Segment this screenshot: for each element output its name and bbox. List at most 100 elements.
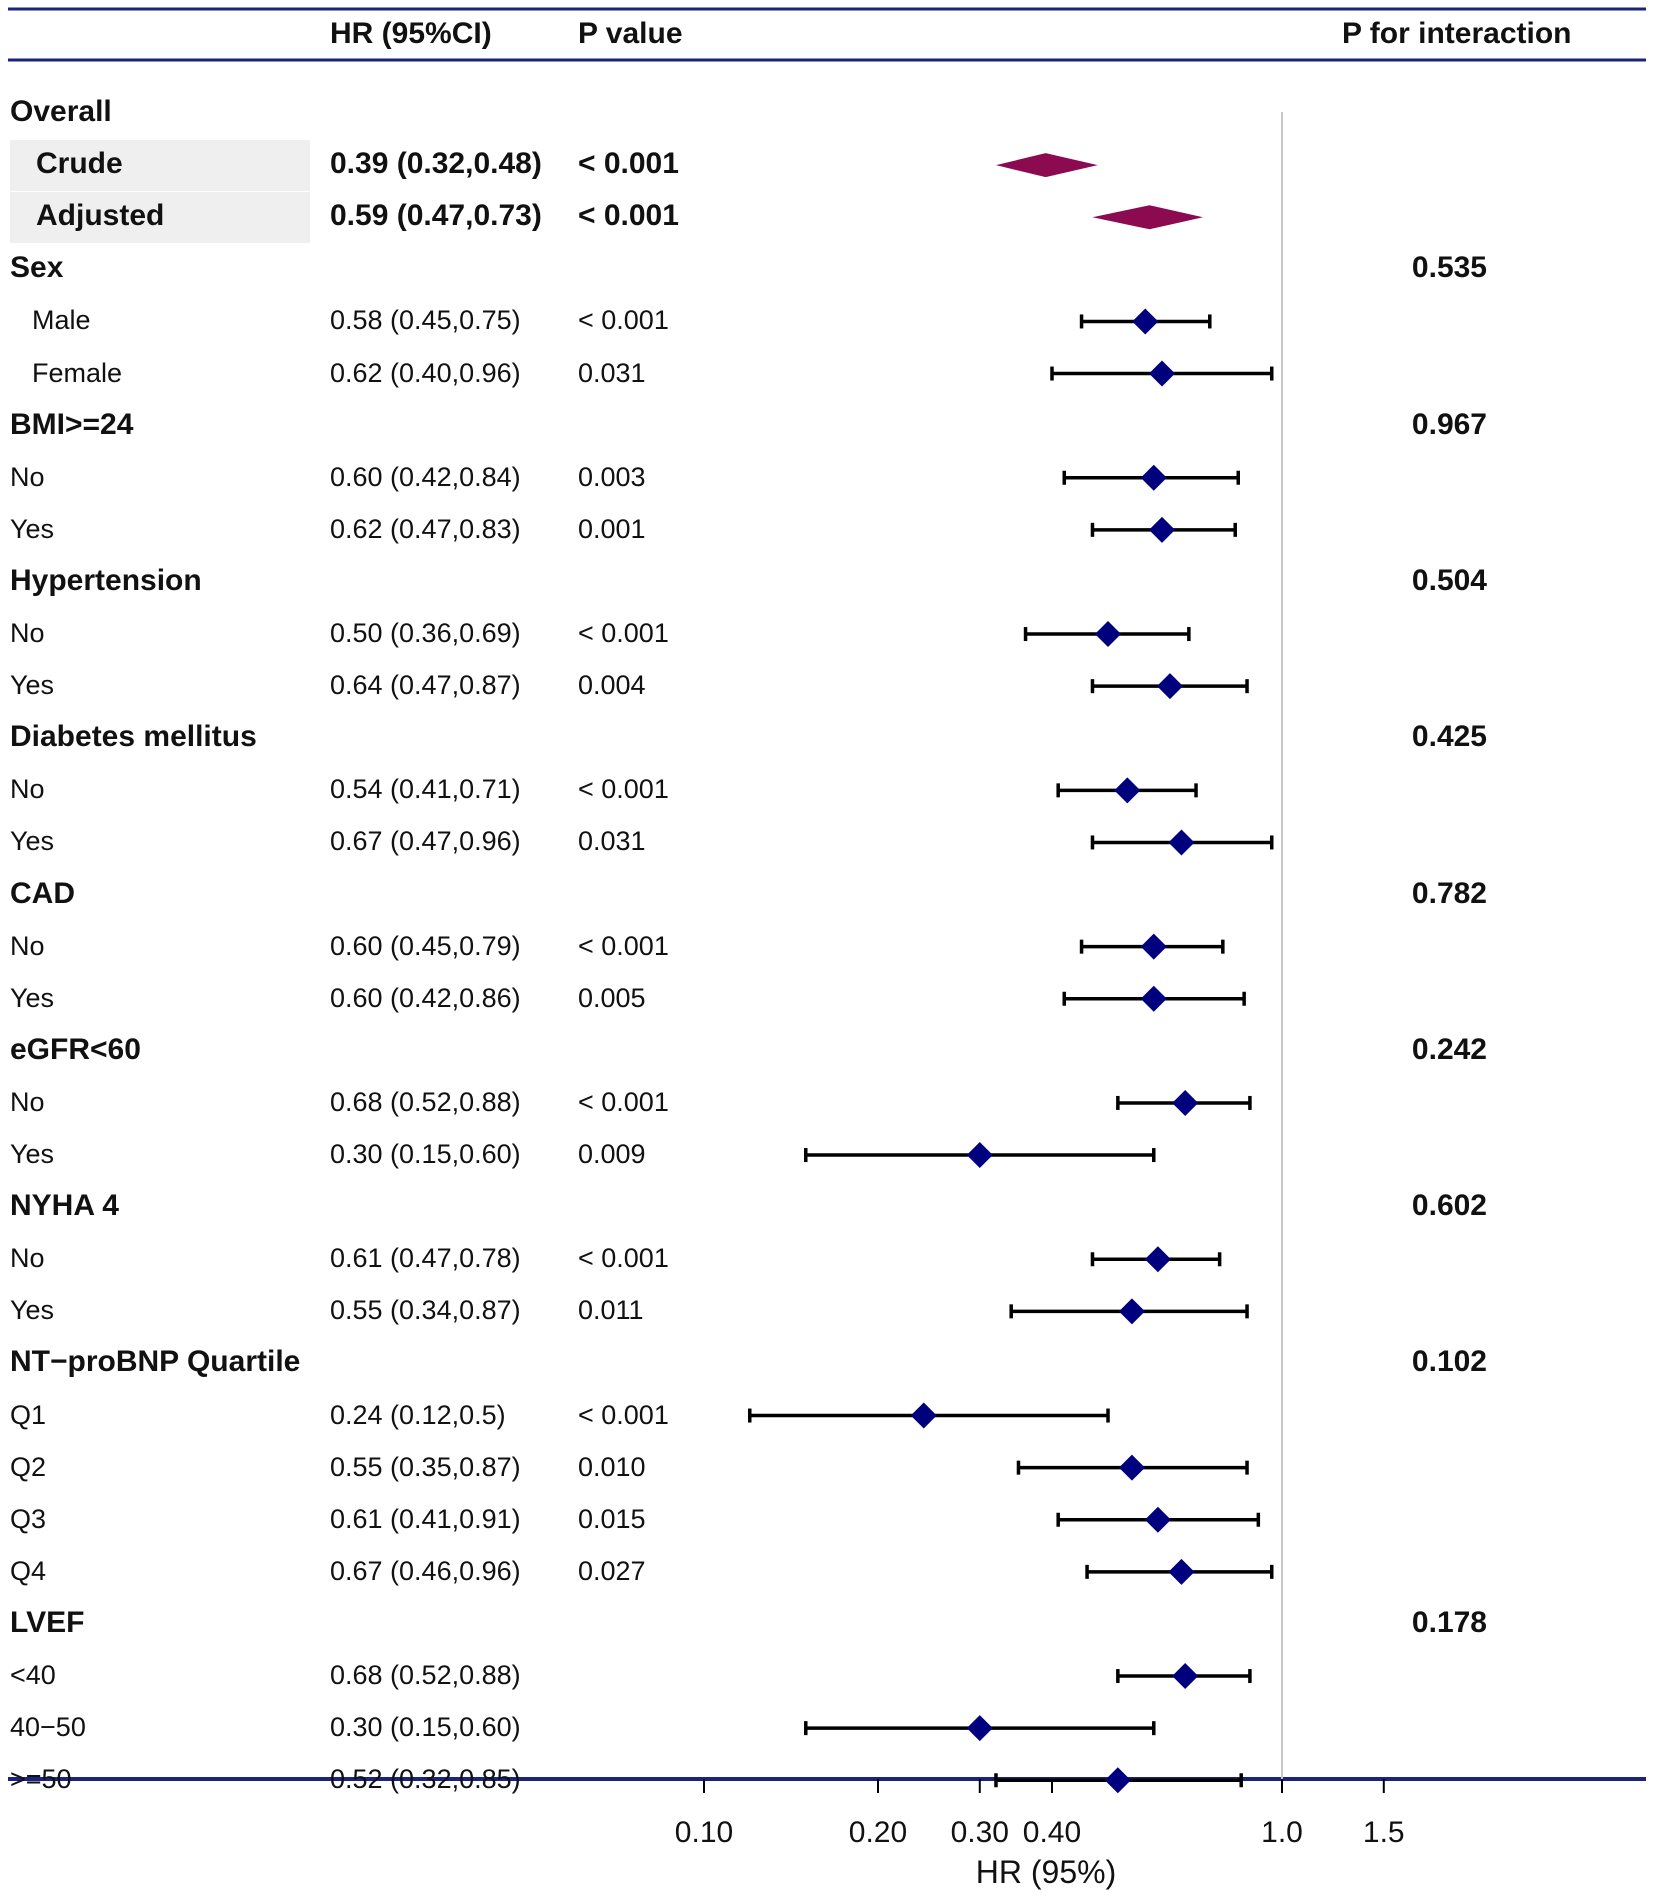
row-label: Female bbox=[32, 357, 123, 388]
p-value-text: < 0.001 bbox=[578, 1243, 669, 1274]
row-label: Yes bbox=[10, 982, 55, 1013]
hr-point-marker bbox=[1114, 777, 1141, 804]
p-interaction-value: 0.782 bbox=[1411, 876, 1487, 910]
row-shade bbox=[10, 140, 310, 192]
header-hr: HR (95%CI) bbox=[330, 17, 492, 50]
p-interaction-value: 0.967 bbox=[1411, 407, 1487, 441]
p-value-text: < 0.001 bbox=[578, 930, 669, 961]
hr-point-marker bbox=[1140, 933, 1167, 960]
row-label: <40 bbox=[10, 1660, 56, 1691]
row-label: No bbox=[10, 1243, 45, 1274]
hr-ci-text: 0.59 (0.47,0.73) bbox=[330, 199, 542, 233]
p-value-text: 0.015 bbox=[578, 1503, 646, 1534]
row-label: Yes bbox=[10, 513, 55, 544]
p-value-text: < 0.001 bbox=[578, 305, 669, 336]
hr-point-marker bbox=[910, 1402, 937, 1429]
group-label: Diabetes mellitus bbox=[10, 720, 257, 754]
hr-point-marker bbox=[966, 1142, 993, 1169]
hr-point-marker bbox=[1149, 360, 1176, 387]
group-label: NT−proBNP Quartile bbox=[10, 1345, 301, 1379]
row-label: Yes bbox=[10, 1139, 55, 1170]
p-value-text: 0.009 bbox=[578, 1139, 646, 1170]
hr-ci-text: 0.62 (0.40,0.96) bbox=[330, 357, 521, 388]
p-value-text: 0.005 bbox=[578, 982, 646, 1013]
header-p: P value bbox=[578, 17, 683, 50]
row-label: No bbox=[10, 1086, 45, 1117]
hr-ci-text: 0.67 (0.47,0.96) bbox=[330, 826, 521, 857]
group-label: BMI>=24 bbox=[10, 407, 134, 441]
hr-point-marker bbox=[1168, 1558, 1195, 1585]
hr-point-marker bbox=[1172, 1089, 1199, 1116]
group-label: Sex bbox=[10, 251, 64, 285]
row-label: Yes bbox=[10, 670, 55, 701]
x-axis-title: HR (95%) bbox=[975, 1854, 1117, 1890]
hr-point-marker bbox=[1149, 516, 1176, 543]
row-label: >=50 bbox=[10, 1764, 72, 1795]
hr-ci-text: 0.60 (0.42,0.84) bbox=[330, 461, 521, 492]
hr-ci-text: 0.30 (0.15,0.60) bbox=[330, 1712, 521, 1743]
p-interaction-value: 0.602 bbox=[1411, 1189, 1487, 1223]
row-label: Crude bbox=[36, 147, 123, 181]
x-tick-label: 0.10 bbox=[674, 1816, 734, 1849]
p-value-text: < 0.001 bbox=[578, 618, 669, 649]
x-tick-label: 1.0 bbox=[1261, 1816, 1303, 1849]
hr-ci-text: 0.24 (0.12,0.5) bbox=[330, 1399, 506, 1430]
row-label: Yes bbox=[10, 826, 55, 857]
group-label: eGFR<60 bbox=[10, 1032, 141, 1066]
header-interaction: P for interaction bbox=[1342, 17, 1572, 50]
p-value-text: 0.031 bbox=[578, 357, 646, 388]
hr-point-marker bbox=[1144, 1506, 1171, 1533]
hr-ci-text: 0.61 (0.41,0.91) bbox=[330, 1503, 521, 1534]
group-label: CAD bbox=[10, 876, 75, 910]
hr-point-marker bbox=[1144, 1246, 1171, 1273]
row-label: No bbox=[10, 774, 45, 805]
hr-point-marker bbox=[1095, 621, 1122, 648]
hr-ci-text: 0.52 (0.32,0.85) bbox=[330, 1764, 521, 1795]
p-value-text: 0.010 bbox=[578, 1451, 646, 1482]
hr-point-marker bbox=[966, 1715, 993, 1742]
hr-ci-text: 0.50 (0.36,0.69) bbox=[330, 618, 521, 649]
p-interaction-value: 0.102 bbox=[1411, 1345, 1487, 1379]
p-value-text: < 0.001 bbox=[578, 1086, 669, 1117]
row-label: No bbox=[10, 461, 45, 492]
row-label: Male bbox=[32, 305, 91, 336]
group-label: LVEF bbox=[10, 1605, 85, 1639]
hr-point-marker bbox=[1104, 1767, 1131, 1794]
pooled-estimate-diamond bbox=[1092, 205, 1204, 230]
hr-ci-text: 0.60 (0.45,0.79) bbox=[330, 930, 521, 961]
hr-ci-text: 0.67 (0.46,0.96) bbox=[330, 1555, 521, 1586]
p-value-text: 0.004 bbox=[578, 670, 646, 701]
p-value-text: 0.003 bbox=[578, 461, 646, 492]
hr-ci-text: 0.54 (0.41,0.71) bbox=[330, 774, 521, 805]
p-value-text: < 0.001 bbox=[578, 199, 679, 233]
hr-ci-text: 0.68 (0.52,0.88) bbox=[330, 1086, 521, 1117]
p-value-text: 0.027 bbox=[578, 1555, 646, 1586]
hr-point-marker bbox=[1172, 1663, 1199, 1690]
row-label: Q4 bbox=[10, 1555, 47, 1586]
p-value-text: < 0.001 bbox=[578, 147, 679, 181]
pooled-estimate-diamond bbox=[995, 153, 1098, 178]
hr-ci-text: 0.61 (0.47,0.78) bbox=[330, 1243, 521, 1274]
hr-point-marker bbox=[1118, 1298, 1145, 1325]
hr-ci-text: 0.55 (0.34,0.87) bbox=[330, 1295, 521, 1326]
p-value-text: < 0.001 bbox=[578, 774, 669, 805]
row-label: Q3 bbox=[10, 1503, 47, 1534]
hr-point-marker bbox=[1140, 985, 1167, 1012]
p-interaction-value: 0.504 bbox=[1411, 563, 1487, 597]
hr-point-marker bbox=[1118, 1454, 1145, 1481]
p-value-text: 0.031 bbox=[578, 826, 646, 857]
hr-ci-text: 0.39 (0.32,0.48) bbox=[330, 147, 542, 181]
hr-ci-text: 0.30 (0.15,0.60) bbox=[330, 1139, 521, 1170]
hr-ci-text: 0.58 (0.45,0.75) bbox=[330, 305, 521, 336]
x-tick-label: 0.30 bbox=[950, 1816, 1009, 1849]
group-label: NYHA 4 bbox=[10, 1189, 119, 1223]
hr-ci-text: 0.55 (0.35,0.87) bbox=[330, 1451, 521, 1482]
p-interaction-value: 0.535 bbox=[1411, 251, 1487, 285]
x-tick-label: 0.40 bbox=[1022, 1816, 1082, 1849]
p-value-text: 0.011 bbox=[578, 1295, 644, 1326]
row-label: Q2 bbox=[10, 1451, 47, 1482]
x-tick-label: 1.5 bbox=[1362, 1816, 1405, 1849]
row-shade bbox=[10, 192, 310, 244]
